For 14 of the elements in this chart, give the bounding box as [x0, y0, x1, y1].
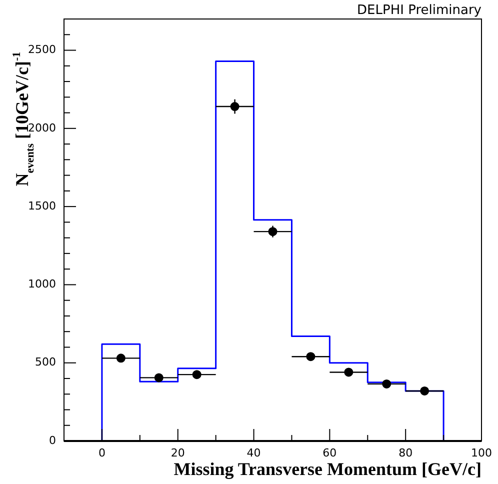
- text: DELPHI Preliminary: [357, 2, 482, 18]
- y-tick-label: 0: [49, 434, 56, 447]
- y-tick-label: 2500: [28, 43, 56, 56]
- y-tick-label: 1000: [28, 278, 56, 291]
- y-tick-label: 1500: [28, 199, 56, 212]
- y-tick-label: 2000: [28, 121, 56, 134]
- x-tick-label: 60: [322, 446, 337, 460]
- y-tick-label: 500: [35, 356, 56, 369]
- x-tick-label: 40: [246, 446, 261, 460]
- x-tick-label: 0: [98, 446, 106, 460]
- x-tick-label: 100: [471, 446, 492, 460]
- x-tick-label: 80: [398, 446, 413, 460]
- x-axis-title: Missing Transverse Momentum [GeV/c]: [174, 459, 482, 479]
- x-tick-label: 20: [170, 446, 185, 460]
